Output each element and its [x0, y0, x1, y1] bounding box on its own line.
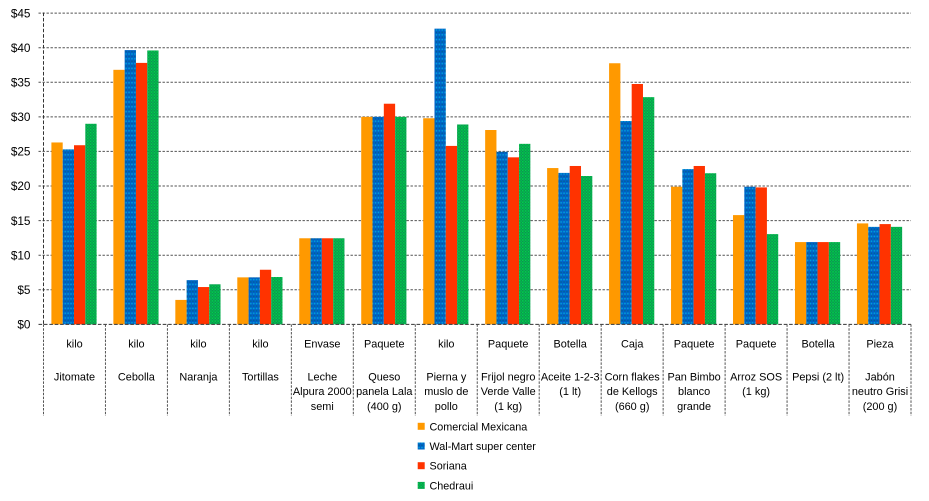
svg-text:kilo: kilo: [66, 339, 82, 351]
svg-text:$20: $20: [11, 179, 31, 193]
svg-text:(1 kg): (1 kg): [494, 401, 522, 413]
svg-text:Paquete: Paquete: [674, 339, 715, 351]
svg-text:Frijol negro: Frijol negro: [481, 372, 535, 384]
svg-text:Paquete: Paquete: [736, 339, 777, 351]
svg-text:de Kellogs: de Kellogs: [607, 386, 658, 398]
svg-text:Chedraui: Chedraui: [430, 480, 474, 492]
svg-text:Envase: Envase: [304, 339, 340, 351]
svg-text:Soriana: Soriana: [430, 461, 467, 473]
svg-text:$30: $30: [11, 110, 31, 124]
svg-text:Paquete: Paquete: [488, 339, 529, 351]
svg-text:Corn flakes: Corn flakes: [605, 372, 661, 384]
svg-text:Pan Bimbo: Pan Bimbo: [667, 372, 720, 384]
svg-text:blanco: blanco: [678, 386, 710, 398]
svg-text:(660 g): (660 g): [615, 401, 650, 413]
svg-text:$35: $35: [11, 76, 31, 90]
svg-text:kilo: kilo: [190, 339, 206, 351]
svg-text:Pepsi (2 lt): Pepsi (2 lt): [792, 372, 844, 384]
svg-text:kilo: kilo: [438, 339, 454, 351]
svg-text:$40: $40: [11, 41, 31, 55]
svg-text:kilo: kilo: [128, 339, 144, 351]
svg-text:Tortillas: Tortillas: [242, 372, 279, 384]
svg-text:Botella: Botella: [801, 339, 835, 351]
svg-text:Jitomate: Jitomate: [54, 372, 95, 384]
svg-text:Leche: Leche: [307, 372, 337, 384]
svg-text:Cebolla: Cebolla: [118, 372, 156, 384]
svg-text:semi: semi: [311, 401, 334, 413]
svg-text:(1 kg): (1 kg): [742, 386, 770, 398]
svg-text:$45: $45: [11, 6, 31, 20]
svg-text:Naranja: Naranja: [179, 372, 218, 384]
svg-text:Queso: Queso: [368, 372, 400, 384]
svg-text:Verde Valle: Verde Valle: [481, 386, 536, 398]
svg-text:Jabón: Jabón: [865, 372, 895, 384]
svg-text:$0: $0: [17, 318, 31, 332]
svg-text:neutro Grisi: neutro Grisi: [852, 386, 908, 398]
svg-text:Arroz SOS: Arroz SOS: [730, 372, 782, 384]
svg-text:$25: $25: [11, 145, 31, 159]
svg-text:Caja: Caja: [621, 339, 644, 351]
svg-text:Comercial Mexicana: Comercial Mexicana: [430, 421, 528, 433]
svg-text:pollo: pollo: [435, 401, 458, 413]
svg-text:muslo de: muslo de: [424, 386, 468, 398]
svg-text:Wal-Mart super center: Wal-Mart super center: [430, 441, 537, 453]
svg-text:Aceite 1-2-3: Aceite 1-2-3: [541, 372, 600, 384]
svg-text:$5: $5: [17, 283, 31, 297]
svg-text:Pieza: Pieza: [866, 339, 894, 351]
svg-text:grande: grande: [677, 401, 711, 413]
svg-text:panela Lala: panela Lala: [356, 386, 413, 398]
svg-text:(1 lt): (1 lt): [559, 386, 581, 398]
svg-text:$15: $15: [11, 214, 31, 228]
svg-text:(200 g): (200 g): [863, 401, 898, 413]
svg-text:Pierna y: Pierna y: [426, 372, 467, 384]
svg-text:Paquete: Paquete: [364, 339, 405, 351]
svg-text:kilo: kilo: [252, 339, 268, 351]
svg-text:$10: $10: [11, 248, 31, 262]
svg-text:Alpura 2000: Alpura 2000: [293, 386, 352, 398]
svg-text:Botella: Botella: [554, 339, 588, 351]
svg-text:(400 g): (400 g): [367, 401, 402, 413]
